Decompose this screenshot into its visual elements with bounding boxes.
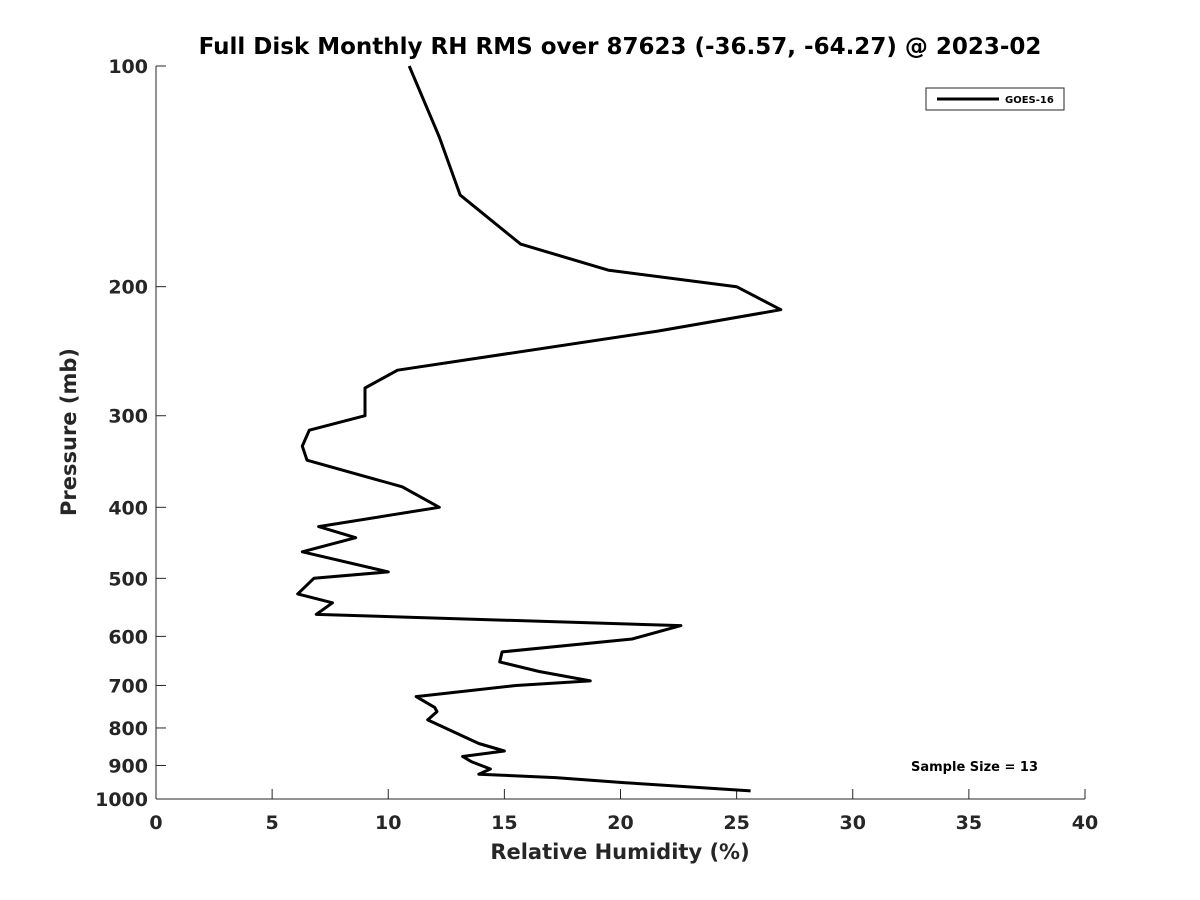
x-tick-label: 30	[840, 812, 866, 834]
legend-label-goes-16: GOES-16	[1005, 95, 1054, 106]
y-tick-label: 700	[108, 675, 148, 697]
series-line-goes-16	[296, 65, 783, 793]
x-tick-label: 5	[266, 812, 279, 834]
x-tick-label: 0	[149, 812, 162, 834]
y-tick-label: 400	[108, 497, 148, 519]
y-axis-title: Pressure (mb)	[57, 348, 81, 516]
y-tick-label: 100	[108, 56, 148, 78]
y-tick-label: 600	[108, 626, 148, 648]
axes	[155, 66, 1085, 800]
x-tick-label: 25	[723, 812, 749, 834]
y-tick-label: 900	[108, 755, 148, 777]
y-tick-label: 300	[108, 406, 148, 428]
x-tick-label: 35	[956, 812, 982, 834]
x-ticks: 0 5 10 15 20 25 30 35 40	[149, 789, 1098, 834]
chart-title: Full Disk Monthly RH RMS over 87623 (-36…	[199, 34, 1042, 60]
y-tick-label: 500	[108, 568, 148, 590]
x-tick-label: 20	[607, 812, 633, 834]
x-axis-title: Relative Humidity (%)	[490, 840, 749, 864]
y-tick-label: 200	[108, 277, 148, 299]
series-group	[296, 65, 783, 793]
x-tick-label: 40	[1072, 812, 1098, 834]
y-tick-label: 1000	[95, 789, 148, 811]
x-tick-label: 15	[491, 812, 517, 834]
y-ticks: 100 200 300 400 500 600 700 800 900 1000	[95, 56, 166, 811]
y-tick-label: 800	[108, 718, 148, 740]
sample-size-annotation: Sample Size = 13	[911, 760, 1038, 775]
legend: GOES-16	[925, 87, 1065, 111]
x-tick-label: 10	[375, 812, 401, 834]
